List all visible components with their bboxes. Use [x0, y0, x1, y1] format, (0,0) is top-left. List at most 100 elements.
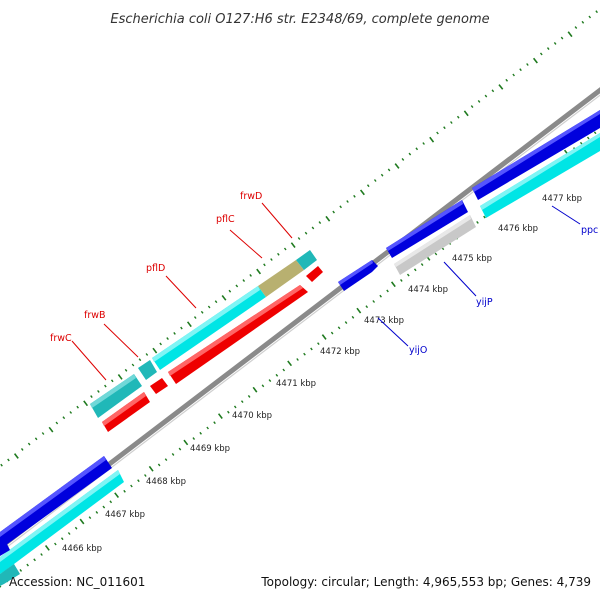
gene-bar-shade: [102, 392, 146, 426]
minor-tick: [401, 157, 405, 161]
minor-tick: [200, 310, 204, 314]
gene-bar-shade: [0, 470, 120, 562]
minor-tick: [124, 368, 128, 372]
minor-tick: [337, 326, 341, 330]
gene-pflD-red[interactable]: [168, 285, 308, 384]
minor-tick: [95, 510, 99, 514]
gene-pflD-cyan[interactable]: [152, 286, 266, 370]
minor-tick: [351, 315, 355, 319]
minor-tick: [26, 563, 29, 567]
gene-bar-shade: [394, 215, 471, 267]
gene-frwD-teal[interactable]: [296, 250, 317, 270]
genome-summary-text: Topology: circular; Length: 4,965,553 bp…: [260, 575, 591, 589]
major-tick: [186, 321, 192, 328]
minor-tick: [166, 337, 169, 341]
gene-label-pflC[interactable]: pflC: [216, 214, 235, 225]
gene-label-pflD[interactable]: pflD: [146, 263, 165, 274]
gene-frwB-red[interactable]: [150, 378, 168, 394]
minor-tick: [34, 437, 38, 441]
gene-yijO-arrow[interactable]: [338, 260, 378, 291]
gene-label-ppc[interactable]: ppc: [581, 225, 598, 236]
minor-tick: [408, 152, 412, 156]
major-tick: [394, 163, 400, 169]
minor-tick: [560, 36, 564, 40]
minor-tick: [171, 452, 175, 456]
accession-text: Accession: NC_011601: [9, 575, 145, 589]
minor-tick: [519, 68, 522, 72]
minor-tick: [193, 316, 197, 319]
gene-bar-blue-mid[interactable]: [386, 200, 468, 258]
minor-tick: [297, 237, 301, 240]
gene-label-frwD[interactable]: frwD: [240, 191, 262, 202]
major-tick: [83, 400, 89, 407]
gene-frwC-teal[interactable]: [90, 374, 142, 418]
major-tick: [359, 189, 365, 196]
major-tick: [567, 31, 573, 38]
kbp-label-group: 4466 kbp 4467 kbp 4468 kbp 4469 kbp 4470…: [62, 194, 582, 554]
minor-tick: [145, 353, 149, 356]
major-tick: [221, 295, 227, 301]
minor-tick: [400, 278, 403, 282]
minor-tick: [206, 426, 209, 430]
minor-tick: [386, 289, 389, 293]
gene-label-yijO[interactable]: yijO: [409, 345, 427, 356]
minor-tick: [588, 15, 592, 19]
gene-label-yijP[interactable]: yijP: [476, 297, 493, 308]
gene-bar-shade: [338, 260, 373, 285]
kbp-label: 4471 kbp: [276, 379, 316, 389]
gene-bar-blue-lower[interactable]: [0, 456, 112, 549]
minor-tick: [131, 363, 135, 367]
minor-tick: [207, 305, 211, 309]
minor-tick: [406, 273, 410, 277]
major-tick: [152, 347, 158, 354]
minor-tick: [353, 194, 356, 198]
gene-bar-cyan-lower[interactable]: [0, 470, 124, 574]
minor-tick: [470, 105, 474, 109]
minor-tick: [310, 347, 313, 351]
minor-tick: [214, 300, 218, 304]
minor-tick: [192, 437, 196, 441]
minor-tick: [233, 405, 237, 409]
minor-tick: [344, 321, 348, 325]
gene-bar-shade: [90, 374, 136, 408]
gene-yijP-pseudo[interactable]: [394, 215, 476, 275]
minor-tick: [304, 231, 308, 235]
minor-tick: [62, 416, 66, 420]
gene-label-frwB[interactable]: frwB: [84, 310, 106, 321]
gene-pflC-highlight[interactable]: [258, 260, 304, 297]
gene-bar-shade: [386, 200, 463, 251]
minor-tick: [178, 447, 182, 451]
minor-tick: [199, 431, 202, 435]
major-tick: [117, 374, 123, 380]
minor-tick: [553, 41, 557, 45]
minor-tick: [595, 10, 598, 14]
gene-bar-blue-edge[interactable]: [0, 542, 10, 556]
gene-frwB-teal[interactable]: [138, 360, 157, 380]
minor-tick: [268, 379, 272, 383]
minor-tick: [240, 400, 244, 404]
gene-label-frwC[interactable]: frwC: [50, 333, 72, 344]
gene-bar-teal-lower[interactable]: [0, 564, 20, 586]
minor-tick: [491, 89, 495, 93]
minor-tick: [55, 421, 59, 425]
major-tick: [48, 426, 54, 433]
minor-tick: [413, 268, 417, 272]
minor-tick: [366, 184, 370, 188]
minor-tick: [450, 121, 453, 124]
minor-tick: [144, 474, 147, 477]
minor-tick: [228, 289, 232, 293]
major-tick: [44, 545, 50, 551]
major-tick: [390, 281, 396, 288]
major-tick: [321, 334, 327, 340]
minor-tick: [434, 252, 438, 256]
minor-tick: [365, 305, 369, 309]
minor-tick: [311, 226, 315, 230]
minor-tick: [242, 279, 246, 283]
major-tick: [252, 386, 258, 393]
minor-tick: [261, 384, 265, 388]
major-tick: [256, 268, 262, 275]
gene-frwC-red[interactable]: [102, 392, 150, 432]
gene-frwD-red[interactable]: [306, 266, 323, 282]
minor-tick: [130, 484, 133, 488]
